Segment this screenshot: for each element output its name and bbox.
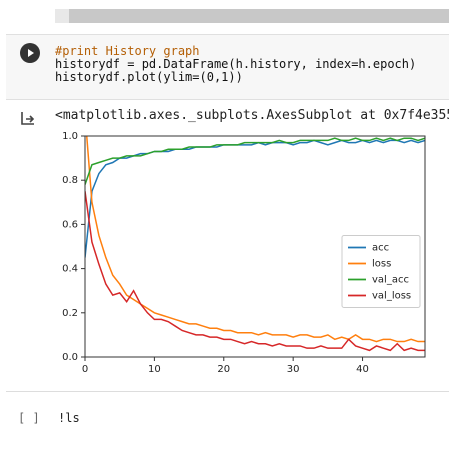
series-line [85,139,425,258]
scroll-left-button[interactable] [55,9,69,23]
code-cell[interactable] [6,34,449,100]
x-tick-label: 40 [356,364,369,375]
chart: 0.0 0.2 0.4 0.6 0.8 1.0 0 10 20 30 40 acc loss val_ac… [62,131,426,375]
run-button[interactable] [20,43,40,63]
plot-area [85,136,425,352]
series-line [85,191,425,352]
legend-label: val_loss [372,291,411,302]
legend-box [341,235,421,308]
output-icon[interactable] [20,110,36,126]
y-tick-label: 1.0 [62,131,78,142]
output-area [6,99,449,392]
y-tick-label: 0.0 [62,352,78,363]
code-line: #print History graph [55,44,200,58]
x-tick-label: 30 [287,364,300,375]
code[interactable]: #print History graph historydf = pd.DataF… [55,45,416,84]
series-line [85,137,425,185]
legend-label: val_acc [372,275,409,286]
legend-label: loss [372,259,391,270]
y-tick-label: 0.2 [62,308,78,319]
legend-label: acc [372,243,389,254]
y-tick-label: 0.4 [62,264,78,275]
code-line: historydf.plot(ylim=(0,1)) [55,70,243,84]
x-tick-label: 0 [82,364,88,375]
code-line: historydf = pd.DataFrame(h.history, inde… [55,57,417,71]
y-tick-label: 0.6 [62,219,78,230]
code[interactable]: !ls [58,411,80,425]
output-text: <matplotlib.axes._subplots.AxesSubplot a… [55,108,449,123]
run-icon [28,49,34,57]
axes-frame [84,135,426,358]
x-tick-label: 10 [148,364,161,375]
cell-prompt: [ ] [18,411,40,425]
scrollbar[interactable] [55,9,449,23]
x-tick-label: 20 [217,364,230,375]
y-tick-label: 0.8 [62,175,78,186]
